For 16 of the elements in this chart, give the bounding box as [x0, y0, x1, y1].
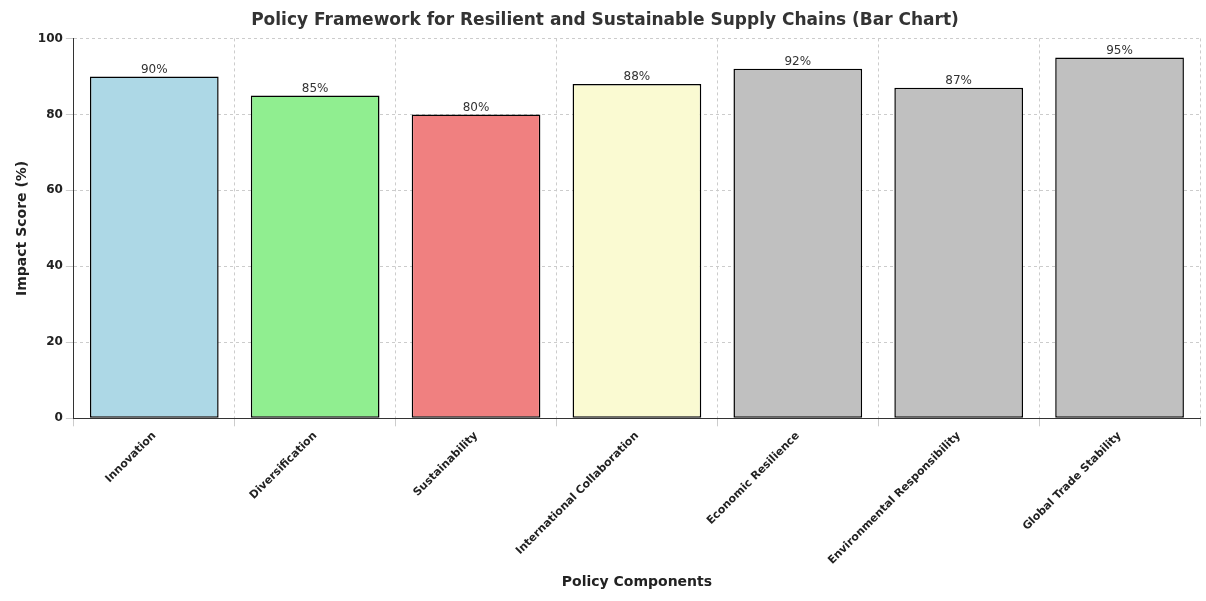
chart-title: Policy Framework for Resilient and Sustainable Supply Chains (Bar Chart): [251, 8, 959, 29]
data-label: 80%: [462, 99, 490, 114]
data-label: 92%: [784, 53, 812, 68]
y-tick-label: 20: [46, 334, 63, 349]
data-label: 90%: [140, 61, 168, 76]
y-tick-label: 80: [46, 106, 63, 121]
data-label: 87%: [945, 72, 973, 87]
y-tick-label: 100: [37, 30, 63, 45]
x-axis-title: Policy Components: [561, 573, 713, 590]
data-label: 85%: [301, 80, 329, 95]
y-axis-title: Impact Score (%): [13, 160, 30, 296]
y-tick-label: 60: [46, 182, 63, 197]
data-label: 95%: [1106, 42, 1133, 57]
y-tick-label: 40: [46, 258, 63, 273]
y-tick-label: 0: [54, 410, 63, 425]
data-label: 88%: [623, 69, 651, 84]
